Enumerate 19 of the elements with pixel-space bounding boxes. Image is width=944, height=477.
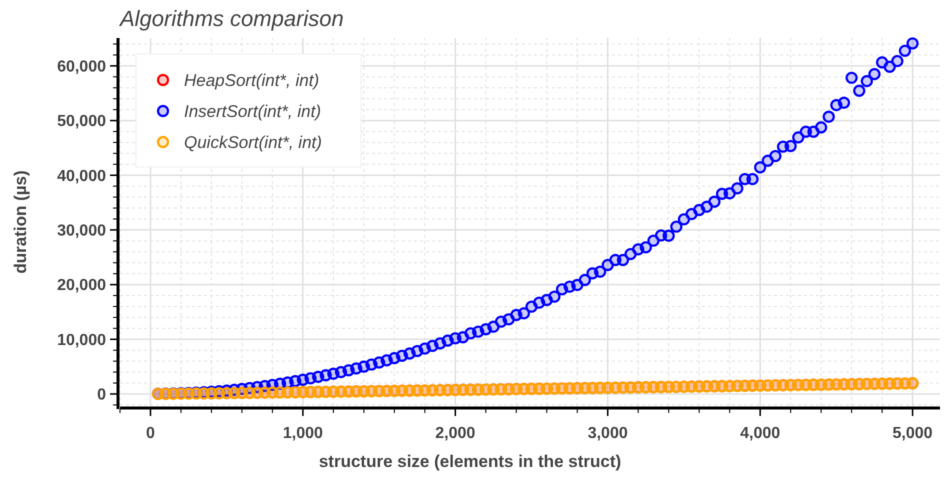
legend-label: HeapSort(int*, int) xyxy=(184,70,320,90)
legend-label: QuickSort(int*, int) xyxy=(184,132,322,152)
y-tick-label: 10,000 xyxy=(57,332,106,349)
legend-label: InsertSort(int*, int) xyxy=(184,102,321,121)
y-tick-label: 0 xyxy=(97,386,106,404)
x-tick-label: 4,000 xyxy=(740,425,780,442)
x-tick-label: 3,000 xyxy=(588,425,628,442)
y-tick-label: 20,000 xyxy=(57,277,106,294)
x-tick-label: 1,000 xyxy=(282,425,324,442)
x-axis-title: structure size (elements in the struct) xyxy=(318,452,622,471)
y-tick-label: 50,000 xyxy=(57,113,106,130)
y-tick-label: 30,000 xyxy=(57,222,106,240)
x-tick-label: 5,000 xyxy=(892,425,933,442)
x-tick-label: 0 xyxy=(146,425,156,442)
x-tick-label: 2,000 xyxy=(435,425,476,442)
y-tick-label: 40,000 xyxy=(57,168,106,185)
chart-title: Algorithms comparison xyxy=(118,6,344,31)
y-tick-label: 60,000 xyxy=(57,58,106,76)
y-axis-title: duration (µs) xyxy=(11,170,30,274)
